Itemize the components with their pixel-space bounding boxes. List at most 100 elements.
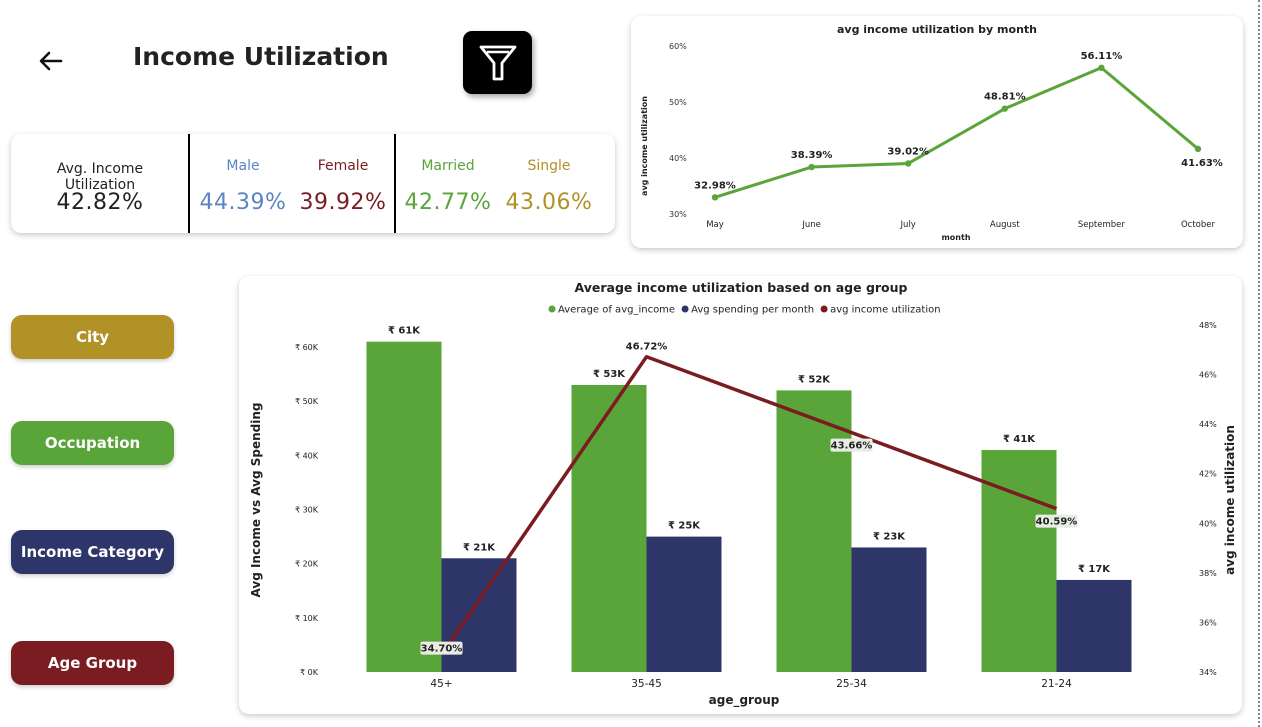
- line-data-label: 39.02%: [887, 146, 929, 157]
- nav-income-category-button[interactable]: Income Category: [11, 530, 174, 574]
- legend-marker: [548, 305, 556, 313]
- monthly-utilization-chart: avg income utilization by month avg inco…: [640, 23, 1223, 242]
- page-title: Income Utilization: [133, 42, 389, 71]
- line-series-utilization: [714, 66, 1199, 199]
- combo-y2-tick-label: 44%: [1199, 420, 1217, 429]
- line-label-background: [830, 438, 873, 452]
- nav-age-group-button[interactable]: Age Group: [11, 641, 174, 685]
- back-arrow-icon[interactable]: [36, 46, 66, 76]
- line-data-label: 56.11%: [1081, 51, 1123, 62]
- kpi-married-label: Married: [421, 158, 475, 174]
- bar-data-label: ₹ 17K: [1078, 564, 1111, 575]
- line-x-tick-label: August: [990, 220, 1020, 230]
- kpi-male-value: 44.39%: [199, 190, 287, 215]
- combo-chart-xlabel: age_group: [709, 693, 780, 708]
- combo-chart-ylabel: Avg Income vs Avg Spending: [249, 403, 263, 598]
- bar-data-label: ₹ 53K: [593, 369, 626, 380]
- kpi-divider: [188, 134, 190, 233]
- line-data-point: [711, 194, 719, 201]
- combo-chart-y2label: avg income utilization: [1223, 425, 1237, 575]
- line-chart-title: avg income utilization by month: [837, 23, 1037, 36]
- bar-data-label: ₹ 23K: [873, 531, 906, 542]
- line-data-point: [1194, 145, 1202, 153]
- kpi-married-value: 42.77%: [404, 190, 492, 215]
- line-data-label: 40.59%: [1036, 517, 1078, 528]
- age-group-chart: Average income utilization based on age …: [249, 280, 1237, 708]
- combo-y-tick-label: ₹ 0K: [300, 668, 319, 677]
- line-chart-ylabel: avg income utilization: [640, 96, 649, 196]
- kpi-overall-value: 42.82%: [56, 190, 144, 215]
- bar-avg-income: [366, 341, 442, 672]
- bar-data-label: ₹ 25K: [668, 521, 701, 532]
- line-x-tick-label: June: [801, 220, 821, 230]
- bar-data-label: ₹ 41K: [1003, 434, 1036, 445]
- funnel-icon: [479, 45, 516, 80]
- combo-y-tick-label: ₹ 20K: [295, 560, 319, 569]
- combo-y2-tick-label: 42%: [1199, 470, 1217, 479]
- kpi-female-label: Female: [317, 158, 369, 174]
- line-y-tick-label: 40%: [669, 154, 687, 163]
- kpi-overall-label: Avg. Income Utilization: [56, 161, 144, 193]
- line-data-label: 43.66%: [831, 441, 873, 452]
- line-chart-xlabel: month: [941, 233, 970, 242]
- combo-y2-tick-label: 48%: [1199, 321, 1217, 330]
- combo-y-tick-label: ₹ 30K: [295, 506, 319, 515]
- kpi-single-label: Single: [527, 158, 571, 174]
- legend-marker: [820, 305, 828, 313]
- bar-avg-income: [776, 390, 852, 672]
- combo-y2-tick-label: 38%: [1199, 569, 1217, 578]
- line-x-tick-label: September: [1078, 220, 1125, 230]
- bar-data-label: ₹ 61K: [388, 326, 421, 337]
- combo-y-tick-label: ₹ 10K: [295, 614, 319, 623]
- bar-avg-spending: [441, 558, 517, 672]
- line-data-point: [905, 160, 912, 167]
- line-label-background: [420, 641, 463, 655]
- monthly-utilization-card: avg income utilization by month avg inco…: [631, 16, 1243, 248]
- combo-y-tick-label: ₹ 60K: [295, 343, 319, 352]
- line-data-label: 38.39%: [791, 150, 833, 161]
- legend-label: Average of avg_income: [558, 305, 675, 316]
- line-x-tick-label: May: [706, 220, 724, 230]
- kpi-divider: [394, 134, 396, 233]
- line-data-label: 41.63%: [1181, 158, 1223, 169]
- line-y-tick-label: 30%: [669, 210, 687, 219]
- age-group-card: Average income utilization based on age …: [239, 276, 1242, 714]
- kpi-male-label: Male: [226, 158, 260, 174]
- bar-avg-spending: [851, 547, 927, 672]
- combo-x-tick-label: 45+: [430, 678, 452, 690]
- legend-label: avg income utilization: [830, 305, 941, 316]
- bar-data-label: ₹ 21K: [463, 542, 496, 553]
- combo-x-tick-label: 25-34: [836, 678, 867, 690]
- bar-avg-spending: [1056, 579, 1132, 672]
- combo-y-tick-label: ₹ 40K: [295, 451, 319, 460]
- line-data-label: 34.70%: [421, 644, 463, 655]
- line-label-background: [1035, 514, 1078, 528]
- line-y-tick-label: 60%: [669, 42, 687, 51]
- line-series-age-utilization: [440, 354, 1058, 656]
- bar-avg-spending: [646, 536, 722, 672]
- combo-y-tick-label: ₹ 50K: [295, 397, 319, 406]
- bar-avg-income: [571, 384, 647, 672]
- combo-y2-tick-label: 36%: [1199, 618, 1217, 627]
- bar-data-label: ₹ 52K: [798, 374, 831, 385]
- legend-label: Avg spending per month: [691, 305, 814, 316]
- combo-x-tick-label: 35-45: [631, 678, 662, 690]
- combo-chart-title: Average income utilization based on age …: [574, 280, 907, 295]
- line-data-label: 46.72%: [626, 342, 668, 353]
- line-y-tick-label: 50%: [669, 98, 687, 107]
- combo-y2-tick-label: 34%: [1199, 668, 1217, 677]
- kpi-female-value: 39.92%: [299, 190, 387, 215]
- line-x-tick-label: October: [1181, 220, 1216, 230]
- page-edge: [1258, 0, 1260, 727]
- nav-city-button[interactable]: City: [11, 315, 174, 359]
- line-data-label: 48.81%: [984, 92, 1026, 103]
- filter-button[interactable]: [463, 31, 532, 94]
- line-data-label: 32.98%: [694, 180, 736, 191]
- kpi-card: Avg. Income Utilization 42.82% Male 44.3…: [11, 134, 615, 233]
- kpi-single-value: 43.06%: [505, 190, 593, 215]
- nav-occupation-button[interactable]: Occupation: [11, 421, 174, 465]
- legend-marker: [681, 305, 689, 313]
- combo-y2-tick-label: 46%: [1199, 371, 1217, 380]
- line-data-point: [1001, 105, 1008, 112]
